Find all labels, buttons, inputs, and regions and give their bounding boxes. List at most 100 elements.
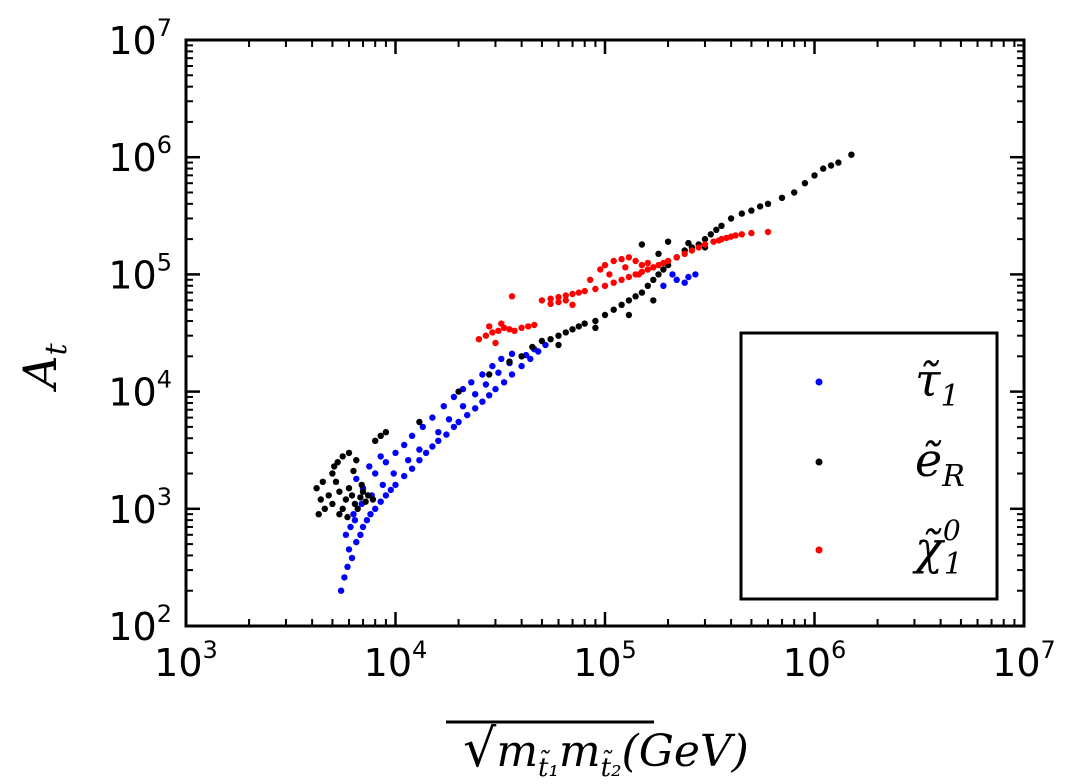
data-point xyxy=(692,271,699,278)
data-point xyxy=(440,403,447,410)
data-points xyxy=(313,151,855,594)
data-point xyxy=(329,470,336,477)
data-point xyxy=(632,257,639,265)
data-point xyxy=(495,369,502,376)
data-point xyxy=(475,336,483,343)
data-point xyxy=(555,341,562,349)
data-point xyxy=(472,405,479,412)
x-axis-title-sqrt: √ xyxy=(463,719,497,779)
data-point xyxy=(625,311,633,319)
data-point xyxy=(581,320,588,327)
data-point xyxy=(377,432,384,439)
x-axis-title-m1: m xyxy=(496,726,538,777)
data-point xyxy=(562,297,569,304)
data-point xyxy=(353,538,360,546)
data-point xyxy=(387,486,394,494)
data-point xyxy=(336,488,343,495)
data-point xyxy=(555,293,562,301)
data-point xyxy=(353,475,360,483)
data-point xyxy=(695,244,702,251)
data-point xyxy=(655,271,662,278)
data-point xyxy=(363,517,371,524)
data-point xyxy=(650,276,657,283)
data-point xyxy=(555,298,562,306)
data-point xyxy=(610,279,617,286)
data-point xyxy=(592,324,599,331)
data-point xyxy=(685,273,692,281)
data-point xyxy=(347,523,354,531)
data-point xyxy=(638,289,646,296)
data-point xyxy=(372,470,379,477)
data-point xyxy=(527,355,534,363)
data-point xyxy=(382,429,390,436)
x-tick-label: 106 xyxy=(783,636,847,685)
data-point xyxy=(660,266,667,273)
data-point xyxy=(377,453,384,460)
data-point xyxy=(351,517,359,524)
data-point xyxy=(459,403,467,410)
data-point xyxy=(701,235,709,243)
data-point xyxy=(443,431,450,438)
data-point xyxy=(673,276,680,283)
y-tick-label: 102 xyxy=(108,600,172,649)
data-point xyxy=(339,505,346,512)
data-point xyxy=(538,297,546,304)
legend: τ̃1 ẽR χ̃0 1 xyxy=(739,331,999,601)
data-point xyxy=(358,481,365,489)
data-point xyxy=(713,226,720,233)
data-point xyxy=(622,264,629,271)
data-point xyxy=(669,271,676,278)
data-point xyxy=(715,237,723,244)
data-point xyxy=(569,301,576,308)
data-point xyxy=(681,279,688,286)
x-axis-title-m2: m xyxy=(559,726,601,777)
data-point xyxy=(331,463,338,470)
y-axis-title-main: A xyxy=(13,355,67,392)
data-point xyxy=(681,250,688,257)
data-point xyxy=(635,271,642,278)
data-point xyxy=(618,255,625,263)
data-point xyxy=(701,241,709,248)
data-point xyxy=(317,496,324,503)
data-point xyxy=(508,293,516,300)
data-point xyxy=(315,511,322,518)
data-point xyxy=(625,254,633,261)
y-axis-title: At xyxy=(13,342,74,392)
data-point xyxy=(489,329,496,336)
legend-label: ẽR xyxy=(915,433,965,494)
data-point xyxy=(408,465,416,472)
data-point xyxy=(345,485,353,492)
data-point xyxy=(756,203,764,210)
data-point xyxy=(345,449,353,457)
data-point xyxy=(601,261,609,269)
data-point xyxy=(435,429,442,436)
data-point xyxy=(337,587,345,594)
data-point xyxy=(348,492,356,499)
data-point xyxy=(450,423,458,431)
data-point xyxy=(597,266,604,273)
data-point xyxy=(350,511,357,518)
data-point xyxy=(655,261,662,269)
data-point xyxy=(727,215,735,222)
data-point xyxy=(508,371,516,378)
data-point xyxy=(429,443,436,450)
data-point xyxy=(379,481,386,489)
data-point xyxy=(707,231,714,238)
data-point xyxy=(508,350,516,357)
legend-box xyxy=(739,331,999,601)
data-point xyxy=(625,297,633,304)
legend-marker xyxy=(815,378,823,386)
data-point xyxy=(498,320,505,327)
data-point xyxy=(336,511,343,518)
data-point xyxy=(435,437,442,444)
data-point xyxy=(468,379,475,386)
data-point xyxy=(390,470,397,477)
data-point xyxy=(632,293,639,300)
y-tick-label: 105 xyxy=(108,248,172,297)
series-2 xyxy=(475,228,772,347)
data-point xyxy=(673,254,680,261)
data-point xyxy=(408,432,416,439)
data-point xyxy=(342,496,350,503)
data-point xyxy=(489,362,496,370)
